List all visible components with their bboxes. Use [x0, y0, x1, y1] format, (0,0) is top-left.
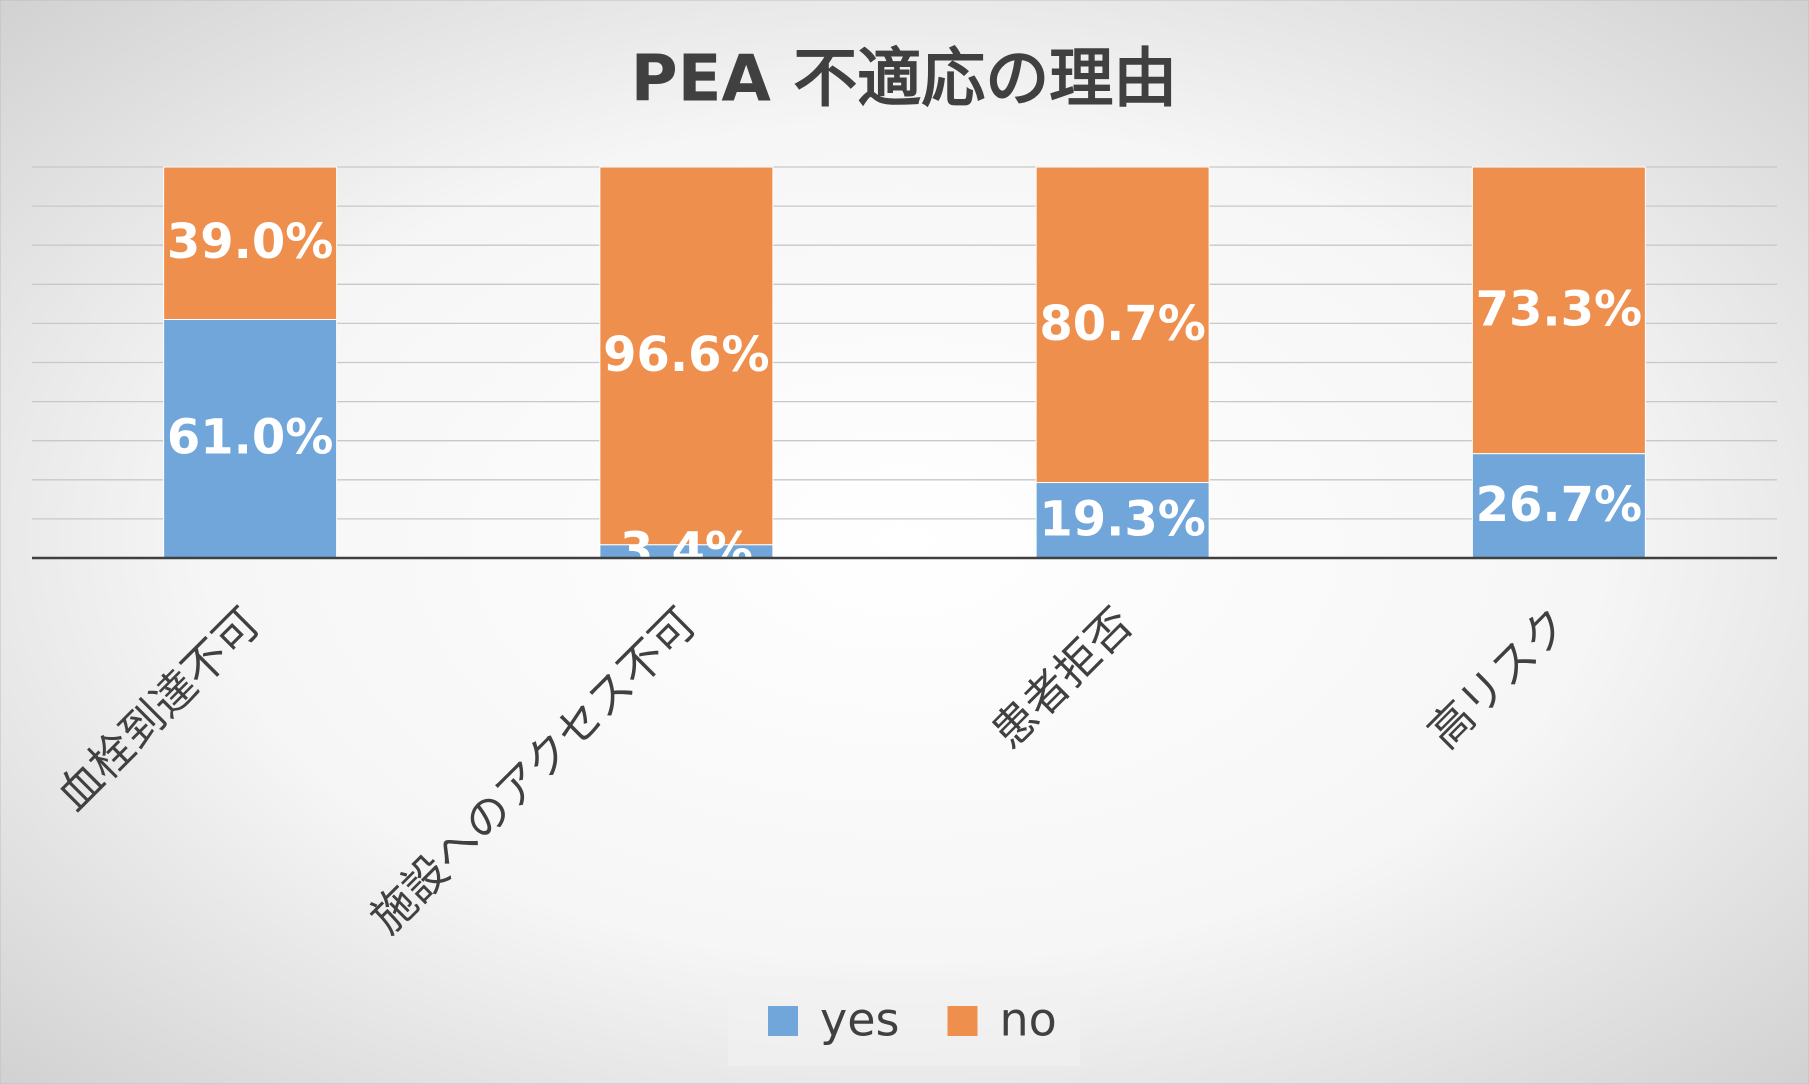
bar-segment	[1035, 482, 1210, 558]
data-label: 3.4%	[620, 522, 753, 578]
data-label: 96.6%	[603, 327, 770, 383]
data-label: 19.3%	[1039, 491, 1206, 547]
bar-segment	[163, 318, 338, 558]
data-label: 26.7%	[1476, 477, 1643, 533]
bar-segment	[163, 166, 338, 320]
legend-label: no	[1000, 993, 1057, 1047]
chart-title: PEA 不適応の理由	[631, 43, 1177, 117]
data-label: 61.0%	[167, 410, 334, 466]
bar-segment	[1471, 166, 1646, 455]
data-label: 73.3%	[1476, 281, 1643, 337]
legend: yes no	[728, 976, 1080, 1066]
data-label: 39.0%	[167, 214, 334, 270]
bar-segment	[1471, 453, 1646, 558]
legend-swatch	[768, 1006, 798, 1036]
bar-segment	[1035, 166, 1210, 484]
data-labels: 61.0% 39.0% 3.4% 96.6% 19.3% 80.7% 26.7% 73.3%	[167, 214, 1643, 578]
legend-swatch	[947, 1006, 978, 1036]
legend-label: yes	[820, 993, 900, 1047]
bar-segment	[599, 166, 774, 546]
bars	[163, 166, 1646, 558]
data-label: 80.7%	[1039, 296, 1206, 352]
